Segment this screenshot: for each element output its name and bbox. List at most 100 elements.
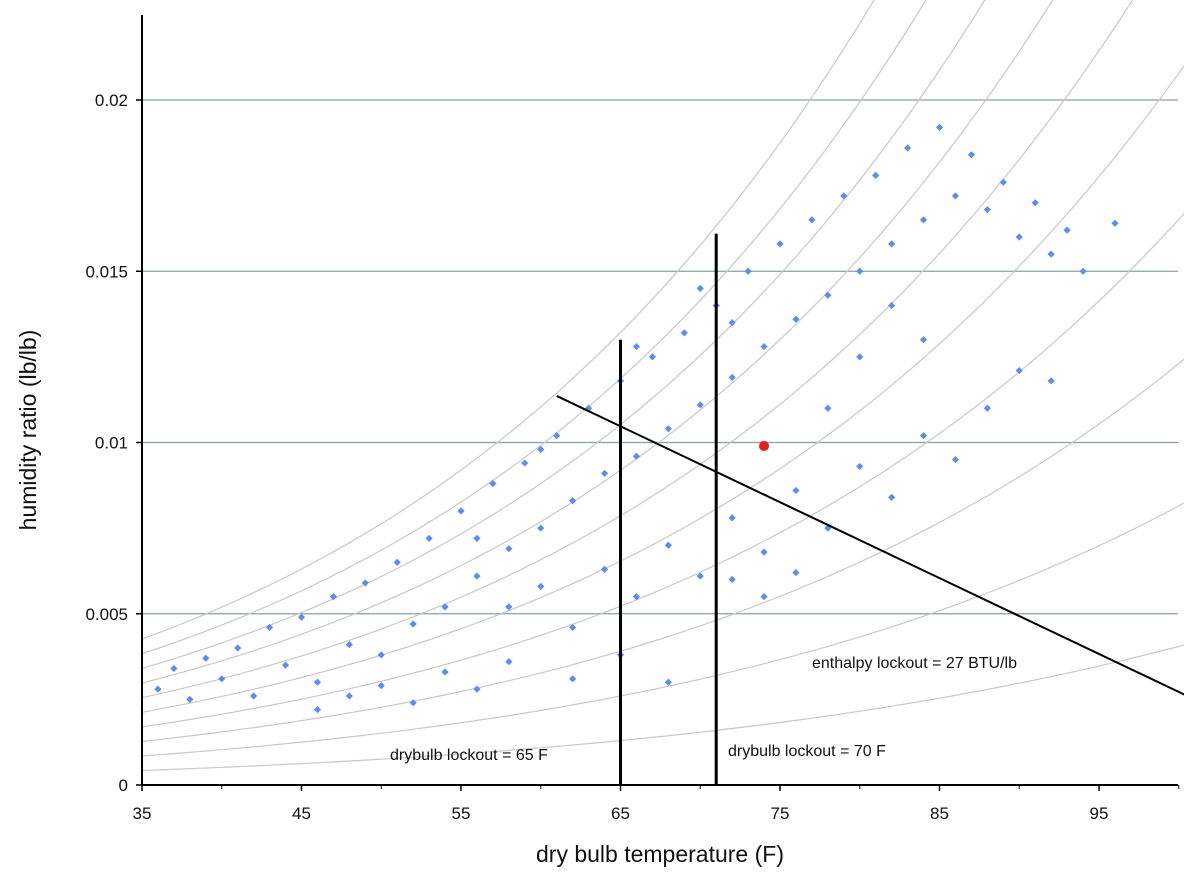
data-point	[537, 524, 545, 532]
rh-curves	[141, 0, 1184, 772]
data-point	[728, 575, 736, 584]
data-point	[393, 558, 401, 566]
data-point	[345, 692, 353, 700]
data-point	[888, 240, 896, 248]
x-tick-label: 75	[771, 804, 790, 823]
axes	[136, 15, 1180, 791]
data-point	[329, 593, 337, 601]
rh-curve-50	[141, 64, 1184, 713]
data-point	[313, 706, 322, 714]
data-point	[409, 699, 417, 707]
data-point	[218, 675, 226, 683]
data-point	[170, 664, 178, 673]
gridlines	[142, 99, 1178, 615]
data-point	[696, 284, 704, 292]
enthalpy-lockout-line	[556, 395, 1184, 696]
data-point	[473, 685, 481, 693]
data-point	[792, 486, 800, 495]
data-point	[154, 685, 162, 693]
data-point	[648, 353, 656, 361]
data-point	[569, 675, 577, 683]
data-point	[760, 593, 768, 601]
data-point	[553, 432, 561, 440]
data-point	[776, 240, 784, 248]
data-point	[600, 469, 609, 477]
data-point	[888, 493, 896, 501]
data-point	[505, 545, 513, 553]
data-point	[632, 452, 641, 460]
data-point	[792, 315, 800, 323]
data-point	[983, 206, 991, 214]
data-point	[951, 456, 960, 464]
rh-curve-100	[141, 0, 875, 640]
data-point	[792, 569, 800, 577]
data-point	[441, 668, 449, 676]
rh-curve-40	[141, 212, 1184, 728]
data-point	[664, 678, 672, 686]
data-point	[824, 524, 832, 532]
data-point	[664, 425, 672, 433]
data-point	[856, 353, 864, 361]
data-point	[919, 336, 928, 344]
annotation-label-0: drybulb lockout = 65 F	[390, 747, 548, 764]
data-point	[489, 480, 497, 488]
data-point	[297, 613, 306, 621]
rh-curve-70	[141, 0, 1054, 684]
data-point	[425, 534, 433, 542]
annotations: drybulb lockout = 65 F drybulb lockout = …	[390, 655, 1017, 764]
data-point	[345, 640, 353, 649]
data-point	[664, 541, 672, 549]
data-point	[569, 497, 577, 505]
y-tick-label: 0	[119, 776, 128, 795]
data-point	[744, 267, 752, 275]
data-point	[409, 620, 417, 628]
x-tick-label: 55	[452, 804, 471, 823]
data-point	[728, 319, 736, 327]
x-tick-label: 35	[133, 804, 152, 823]
data-point	[696, 401, 704, 409]
data-point	[856, 267, 864, 275]
data-point	[377, 682, 385, 690]
data-point	[377, 651, 385, 659]
x-axis-title: dry bulb temperature (F)	[536, 841, 784, 867]
data-point	[904, 144, 912, 152]
data-point	[537, 445, 545, 453]
data-point	[824, 291, 832, 299]
data-point	[473, 534, 481, 542]
data-point	[919, 216, 928, 224]
data-point	[281, 661, 290, 669]
data-point	[824, 404, 832, 412]
data-point	[680, 329, 688, 337]
data-point	[808, 216, 816, 224]
data-point	[266, 623, 274, 632]
data-point	[1047, 250, 1055, 258]
highlight-point	[759, 440, 770, 451]
tick-labels: 35 45 55 65 75 85 95 0 0.005 0.01 0.015 0.02	[85, 91, 1108, 823]
x-tick-label: 45	[292, 804, 311, 823]
y-tick-label: 0.01	[95, 434, 128, 453]
data-point	[1015, 366, 1023, 375]
data-point	[234, 644, 242, 652]
rh-curve-10	[141, 644, 1184, 772]
data-point	[1015, 233, 1023, 241]
y-tick-label: 0.015	[85, 262, 128, 281]
data-point	[983, 404, 991, 412]
y-tick-label: 0.005	[85, 605, 128, 624]
data-point	[441, 603, 449, 611]
data-point	[505, 658, 513, 666]
data-point	[186, 695, 194, 703]
data-point	[872, 171, 880, 179]
y-tick-label: 0.02	[95, 91, 128, 110]
data-point	[999, 178, 1007, 186]
data-point	[569, 623, 577, 632]
data-point	[361, 579, 369, 587]
rh-curve-20	[141, 502, 1184, 757]
x-tick-label: 65	[611, 804, 630, 823]
data-points	[154, 123, 1119, 714]
data-point	[728, 373, 736, 382]
data-point	[760, 343, 768, 351]
data-point	[888, 301, 896, 310]
annotation-label-1: drybulb lockout = 70 F	[728, 743, 886, 760]
data-point	[313, 678, 322, 686]
